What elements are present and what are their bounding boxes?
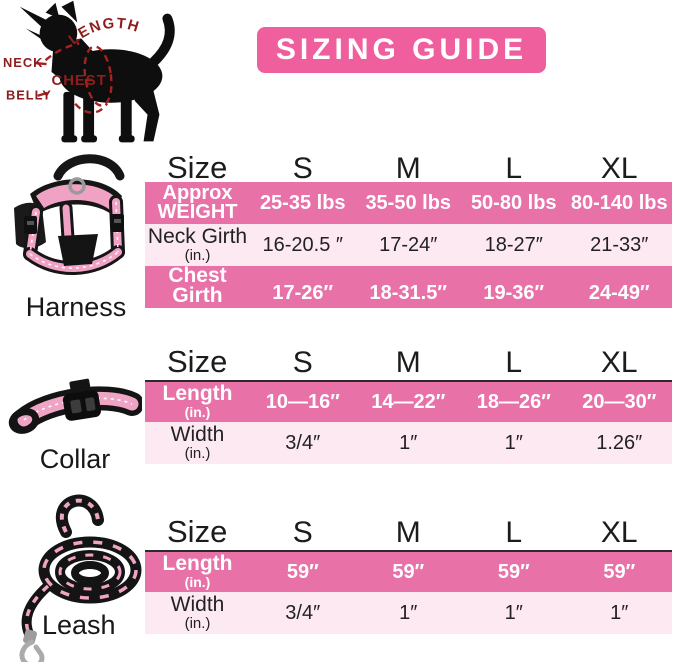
length-label: LENGTH: [66, 16, 142, 49]
chest-label: CHEST: [51, 73, 106, 89]
table-row-width: Width (in.) 3/4″ 1″ 1″ 1″: [145, 592, 672, 634]
table-row-weight: Approx WEIGHT 25-35 lbs 35-50 lbs 50-80 …: [145, 182, 672, 224]
size-col-l: L: [505, 152, 523, 185]
row-label: Width (in.): [170, 592, 225, 632]
size-col-m: M: [395, 346, 421, 379]
collar-table: Size S M L XL Length (in.) 10—16″ 14—22″…: [145, 344, 672, 464]
size-col-s: S: [292, 152, 313, 185]
table-cell: 1″: [399, 601, 418, 624]
table-cell: 80-140 lbs: [570, 191, 668, 214]
table-cell: 18—26″: [476, 390, 551, 413]
size-col-m: M: [395, 152, 421, 185]
leash-table-header: Size S M L XL: [145, 514, 672, 550]
table-cell: 24-49″: [588, 282, 650, 305]
collar-table-header: Size S M L XL: [145, 344, 672, 380]
table-cell: 1″: [610, 601, 629, 624]
table-cell: 17-26″: [272, 282, 334, 305]
size-col-xl: XL: [600, 516, 638, 549]
harness-image: [6, 150, 146, 295]
row-label: Length (in.): [162, 552, 233, 591]
table-cell: 14—22″: [371, 390, 446, 413]
table-row-width: Width (in.) 3/4″ 1″ 1″ 1.26″: [145, 422, 672, 464]
size-col-m: M: [395, 516, 421, 549]
size-header: Size: [167, 344, 228, 379]
table-cell: 21-33″: [590, 233, 649, 256]
table-cell: 1″: [504, 601, 523, 624]
dog-body: [19, 0, 175, 143]
table-cell: 1.26″: [596, 431, 643, 454]
table-cell: 18-31.5″: [369, 282, 447, 305]
row-label: Approx WEIGHT: [157, 182, 238, 223]
sizing-guide-banner: SIZING GUIDE: [257, 27, 546, 73]
table-cell: 16-20.5 ″: [262, 233, 343, 256]
belly-label: BELLY: [6, 88, 52, 103]
size-col-l: L: [505, 516, 523, 549]
table-cell: 59″: [286, 560, 319, 583]
table-cell: 3/4″: [285, 431, 321, 454]
table-cell: 59″: [603, 560, 636, 583]
row-label: Width (in.): [170, 422, 225, 462]
size-col-xl: XL: [600, 152, 638, 185]
table-cell: 19-36″: [483, 282, 545, 305]
table-cell: 35-50 lbs: [365, 191, 452, 214]
table-row-length: Length (in.) 10—16″ 14—22″ 18—26″ 20—30″: [145, 380, 672, 422]
size-header: Size: [167, 514, 228, 549]
row-label: Neck Girth (in.): [147, 224, 248, 264]
row-label: Chest Girth (in.): [168, 264, 227, 322]
collar-icon: [8, 378, 144, 434]
table-cell: 18-27″: [484, 233, 543, 256]
leash-table: Size S M L XL Length (in.) 59″ 59″ 59″ 5…: [145, 514, 672, 634]
banner-title: SIZING GUIDE: [275, 33, 528, 66]
row-label: Length (in.): [162, 382, 233, 421]
measurement-dashes: [34, 42, 113, 114]
collar-label: Collar: [39, 444, 111, 474]
table-row-neck-girth: Neck Girth (in.) 16-20.5 ″ 17-24″ 18-27″…: [145, 224, 672, 266]
table-cell: 1″: [504, 431, 523, 454]
table-cell: 3/4″: [285, 601, 321, 624]
table-cell: 17-24″: [379, 233, 438, 256]
table-cell: 1″: [399, 431, 418, 454]
table-cell: 20—30″: [582, 390, 657, 413]
size-col-s: S: [292, 346, 313, 379]
table-cell: 10—16″: [265, 390, 340, 413]
collar-image: [8, 374, 144, 451]
harness-table-header: Size S M L XL: [145, 150, 672, 185]
harness-table: Size S M L XL Approx WEIGHT 25-35 lbs 35…: [145, 150, 672, 321]
size-col-s: S: [292, 516, 313, 549]
leash-label: Leash: [42, 610, 116, 640]
table-cell: 50-80 lbs: [470, 191, 557, 214]
leash-icon: [19, 494, 142, 665]
dog-measurement-diagram: LENGTH NECK CHEST BELLY: [2, 0, 200, 155]
dog-silhouette-icon: LENGTH NECK CHEST BELLY: [3, 0, 175, 143]
size-header: Size: [167, 150, 228, 185]
size-col-xl: XL: [600, 346, 638, 379]
table-row-length: Length (in.) 59″ 59″ 59″ 59″: [145, 550, 672, 592]
harness-icon: [14, 154, 125, 276]
leash-image: [2, 488, 152, 665]
table-cell: 59″: [497, 560, 530, 583]
table-row-chest-girth: Chest Girth (in.) 17-26″ 18-31.5″ 19-36″…: [145, 265, 672, 321]
table-cell: 59″: [392, 560, 425, 583]
neck-label: NECK: [3, 55, 43, 70]
harness-label: Harness: [25, 292, 127, 322]
size-col-l: L: [505, 346, 523, 379]
table-cell: 25-35 lbs: [259, 191, 346, 214]
